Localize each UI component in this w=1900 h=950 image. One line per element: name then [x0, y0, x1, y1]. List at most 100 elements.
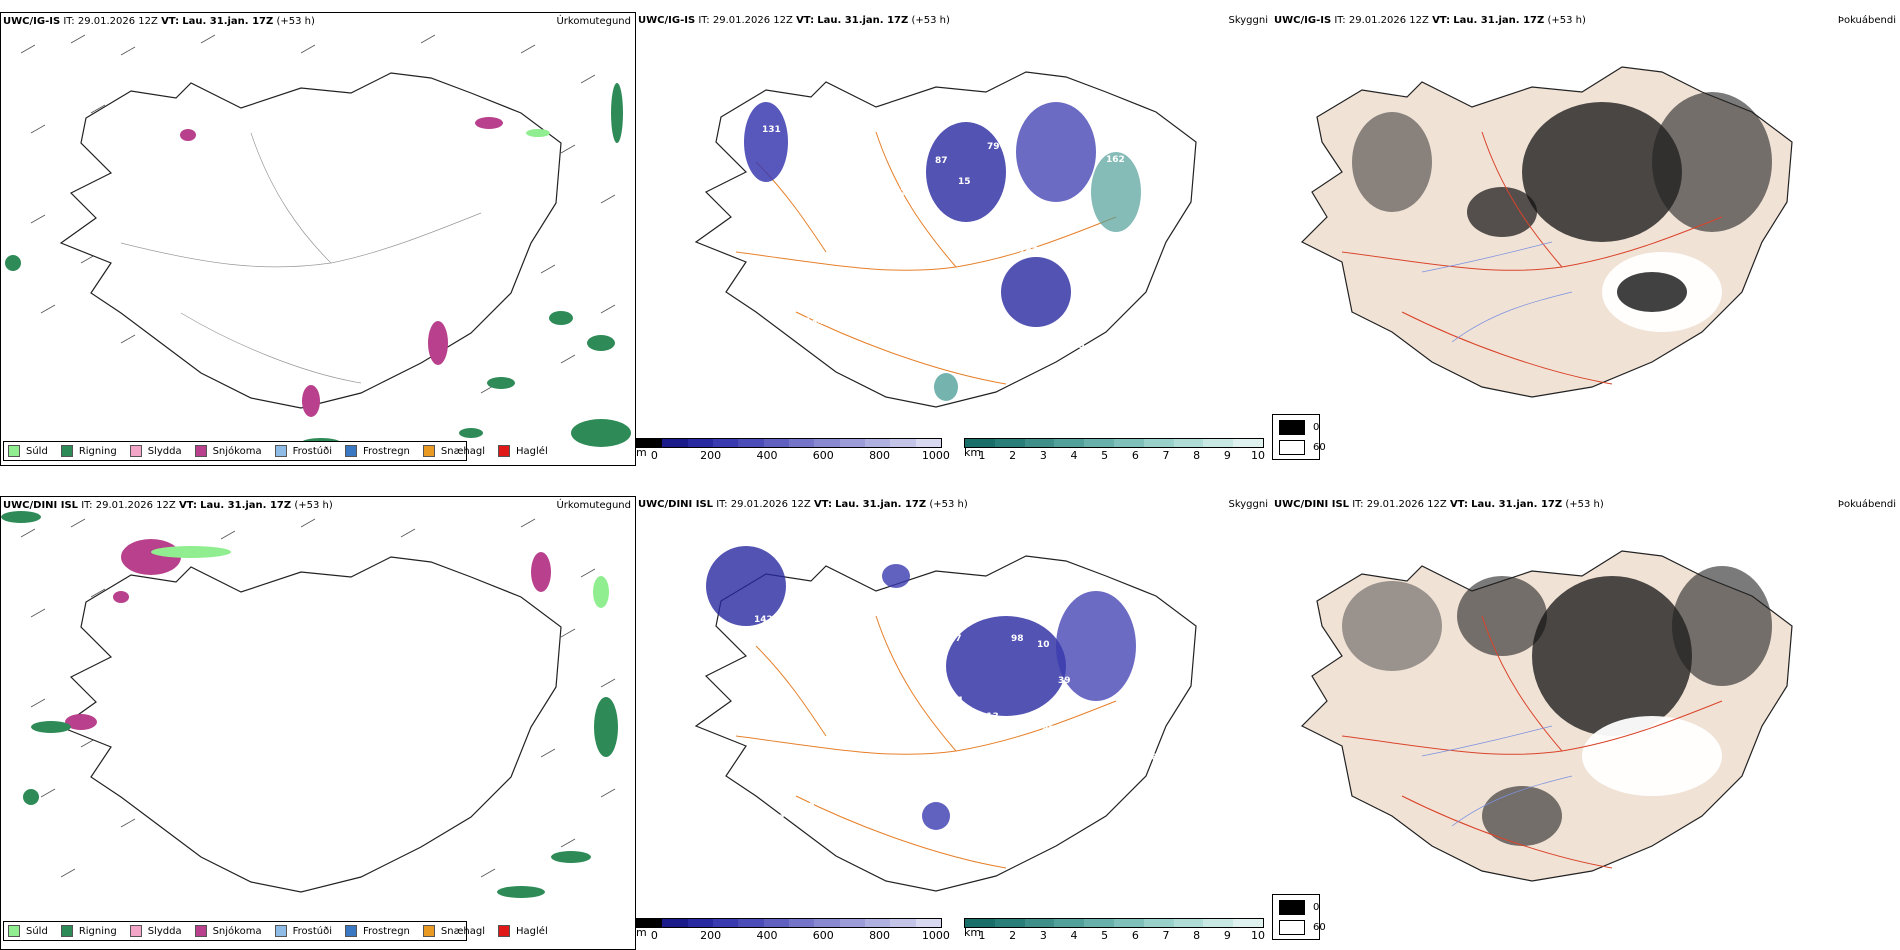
cloud-value-label: 142 — [796, 802, 815, 812]
panel-title: Skyggni — [1228, 499, 1268, 510]
panel-header: UWC/DINI ISL IT: 29.01.2026 12Z VT: Lau.… — [1274, 499, 1604, 510]
precip-panel-bottom: UWC/DINI ISL IT: 29.01.2026 12Z VT: Lau.… — [0, 496, 636, 950]
colorbar-tick: 600 — [812, 929, 834, 942]
legend-swatch — [345, 445, 357, 457]
cloud-value-label: 112 — [819, 283, 838, 293]
legend-swatch — [498, 445, 511, 457]
colorbar-swatch — [864, 919, 891, 927]
fog-legend-label: 0 — [1313, 902, 1320, 913]
precip-panel-top: UWC/IG-IS IT: 29.01.2026 12Z VT: Lau. 31… — [0, 12, 636, 466]
colorbar-swatch — [687, 919, 713, 927]
cloud-cells — [744, 102, 1141, 401]
cloud-value-label: 127 — [894, 188, 913, 198]
colorbar-swatch — [1024, 439, 1055, 447]
cloud-value-label: 79 — [987, 142, 1000, 152]
fog-legend-row: 0 — [1279, 900, 1319, 915]
colorbar-tick: 5 — [1101, 929, 1109, 942]
cloud-value-label: 96 — [1145, 753, 1158, 763]
panel-header: UWC/DINI ISL IT: 29.01.2026 12Z VT: Lau.… — [638, 499, 968, 510]
colorbar-tick: 10 — [1251, 449, 1265, 462]
cloud-panel-bottom: 103 76 102 142 24 105 142 191 10 11 98 112 99 111 113 1… — [636, 496, 1272, 950]
colorbar-tick: 400 — [756, 929, 778, 942]
legend-item: Súld — [8, 445, 48, 457]
cloud-value-label: 98 — [1011, 634, 1024, 644]
colorbar-ticks: 1 2 3 4 5 6 7 8 9 10 — [964, 448, 1266, 462]
legend-item: Súld — [8, 925, 48, 937]
colorbar-tick: 4 — [1070, 929, 1078, 942]
fog-legend-label: 0 — [1313, 422, 1320, 433]
precip-map-top — [5, 34, 631, 448]
legend-swatch — [274, 445, 287, 457]
colorbar-ticks: 0 200 400 600 800 1000 — [636, 448, 950, 462]
cloud-value-label: 99 — [869, 781, 882, 791]
legend-label: Frostregn — [363, 925, 410, 937]
fog-shading — [1352, 92, 1772, 332]
cloud-value-label: 97 — [1094, 310, 1107, 320]
legend-swatch — [8, 925, 20, 937]
colorbar-tick: 3 — [1039, 929, 1047, 942]
cloud-value-labels: 11 26 103 115 79 86 98 87 192 196 134 134 92 15 118 131… — [738, 87, 1164, 367]
cloud-value-label: 142 — [754, 615, 773, 625]
colorbar-tick: 5 — [1101, 449, 1109, 462]
colorbar-tick: 1 — [978, 929, 986, 942]
legend-item: Frostúði — [274, 925, 332, 937]
panel-title: Þokuábendi — [1837, 499, 1896, 510]
fog-legend-row: 60 — [1279, 920, 1326, 935]
height-colorbar: 0 200 400 600 800 1000 m — [636, 438, 950, 462]
legend-swatch — [8, 445, 20, 457]
legend-swatch — [60, 925, 73, 937]
colorbar-unit: km — [964, 446, 982, 459]
cloud-value-label: 85 — [889, 204, 902, 214]
cloud-value-label: 121 — [945, 696, 964, 706]
colorbar-ticks: 1 2 3 4 5 6 7 8 9 10 — [964, 928, 1266, 942]
legend-item: Snjókoma — [194, 925, 262, 937]
panel-header: UWC/IG-IS IT: 29.01.2026 12Z VT: Lau. 31… — [3, 16, 315, 27]
cloud-value-label: 39 — [1058, 676, 1071, 686]
legend-label: Snæhagl — [440, 925, 486, 937]
colorbar-swatch — [965, 919, 995, 927]
cloud-value-label: 134 — [738, 329, 757, 339]
colorbar-swatch — [994, 439, 1025, 447]
legend-label: Slydda — [147, 925, 182, 937]
iceland-outline — [59, 556, 562, 893]
cloud-value-label: 10 — [1037, 640, 1050, 650]
legend-item: Frostregn — [345, 925, 410, 937]
fog-panel-top: UWC/IG-IS IT: 29.01.2026 12Z VT: Lau. 31… — [1272, 12, 1900, 466]
colorbar-tick: 9 — [1223, 449, 1231, 462]
roads — [735, 615, 1117, 869]
colorbar-tick: 200 — [700, 449, 722, 462]
colorbar-swatch — [1054, 919, 1085, 927]
legend-swatch — [422, 925, 435, 937]
precip-map-bottom — [1, 511, 618, 898]
panel-title: Þokuábendi — [1837, 15, 1896, 26]
cloud-value-label: 24 — [1104, 791, 1117, 801]
legend-label: Rigning — [78, 445, 117, 457]
cloud-value-label: 106 — [1094, 581, 1113, 591]
colorbar-swatch — [864, 439, 891, 447]
colorbar-swatch — [1024, 919, 1055, 927]
colorbar-tick: 6 — [1131, 449, 1139, 462]
colorbar-swatch — [1203, 919, 1234, 927]
colorbar-swatch — [763, 919, 789, 927]
colorbar-tick: 1000 — [921, 929, 950, 942]
legend-item: Rigning — [60, 445, 117, 457]
fog-legend-swatch — [1279, 900, 1305, 915]
colorbar-tick: 6 — [1131, 929, 1139, 942]
height-colorbar: 0 200 400 600 800 1000 m — [636, 918, 950, 942]
cloud-value-label: 103 — [1106, 115, 1125, 125]
colorbar-swatch — [1233, 439, 1263, 447]
cloud-value-label: 15 — [958, 177, 971, 187]
colorbar-tick: 400 — [756, 449, 778, 462]
colorbar-swatch — [1173, 919, 1204, 927]
fog-map-bottom — [1300, 550, 1793, 882]
colorbar-swatch — [814, 439, 840, 447]
cloud-map-bottom: 103 76 102 142 24 105 142 191 10 11 98 112 99 111 113 1… — [694, 546, 1197, 892]
cloud-value-label: 113 — [980, 712, 999, 722]
colorbar-swatch — [1203, 439, 1234, 447]
legend-label: Slydda — [147, 445, 182, 457]
legend-item: Snæhagl — [422, 925, 486, 937]
colorbar-tick: 9 — [1223, 929, 1231, 942]
cloud-value-label: 86 — [777, 346, 790, 356]
colorbar-swatch — [788, 919, 815, 927]
legend-item: Slydda — [129, 925, 182, 937]
